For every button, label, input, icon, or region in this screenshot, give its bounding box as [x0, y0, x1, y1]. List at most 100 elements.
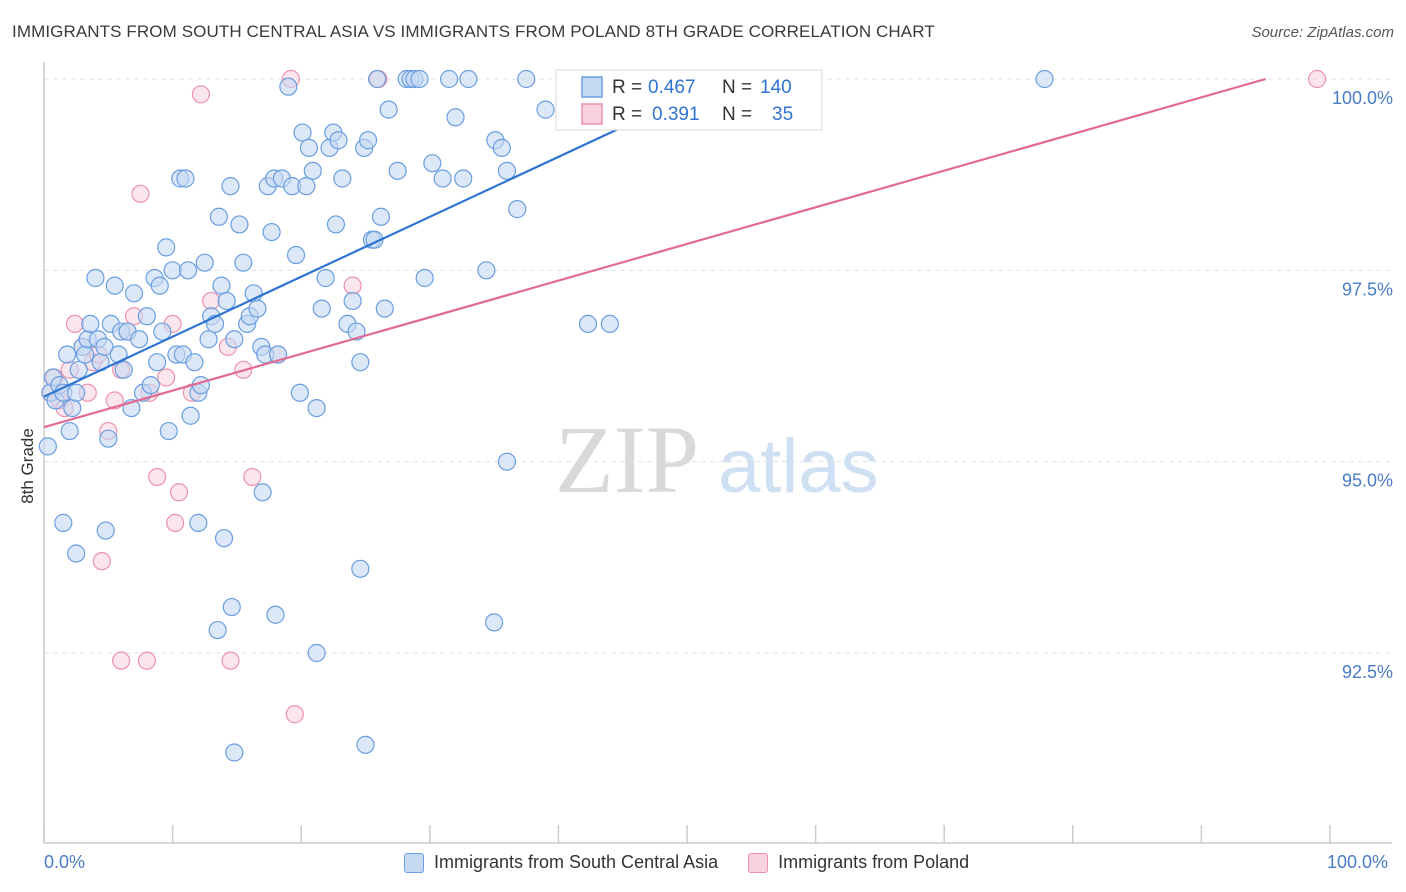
point-poland [343, 276, 362, 295]
point-south-central-asia [212, 276, 231, 295]
legend-label-south-central-asia: Immigrants from South Central Asia [434, 852, 719, 872]
legend-swatch-pink [748, 852, 769, 873]
point-poland [157, 368, 176, 387]
point-south-central-asia [388, 161, 407, 180]
point-poland [285, 705, 304, 724]
point-south-central-asia [141, 376, 160, 395]
point-south-central-asia [293, 123, 312, 142]
y-tick-label: 95.0% [1342, 471, 1393, 491]
point-south-central-asia [176, 169, 195, 188]
point-south-central-asia [454, 169, 473, 188]
point-poland [112, 651, 131, 670]
x-tick-label-max: 100.0% [1327, 852, 1389, 872]
point-south-central-asia [439, 69, 459, 89]
legend-label-poland: Immigrants from Poland [778, 852, 970, 872]
point-south-central-asia [375, 299, 394, 318]
stats-swatch-blue [581, 76, 603, 98]
y-tick-label: 97.5% [1342, 279, 1393, 299]
stats-swatch-pink [581, 103, 603, 125]
point-south-central-asia [159, 421, 178, 441]
point-poland [137, 651, 156, 670]
trend-line-south-central-asia [43, 78, 727, 398]
stats-pink-n-value: 35 [772, 104, 793, 125]
point-south-central-asia [63, 398, 82, 418]
point-south-central-asia [221, 177, 240, 196]
point-south-central-asia [578, 314, 598, 334]
point-south-central-asia [517, 69, 536, 89]
point-south-central-asia [234, 253, 253, 272]
point-south-central-asia [1035, 69, 1054, 89]
point-south-central-asia [81, 314, 100, 334]
stats-pink-r-label: R = [612, 104, 642, 125]
point-poland [221, 651, 240, 670]
point-south-central-asia [253, 483, 272, 502]
point-south-central-asia [67, 383, 86, 402]
stats-box: R = 0.467 N = 140 R = 0.391 N = 35 [555, 69, 823, 131]
point-south-central-asia [477, 261, 496, 280]
point-south-central-asia [86, 268, 105, 288]
point-south-central-asia [307, 643, 326, 663]
point-south-central-asia [195, 253, 214, 272]
point-south-central-asia [485, 613, 504, 632]
watermark: ZIP atlas [555, 406, 879, 513]
point-south-central-asia [600, 314, 619, 334]
point-south-central-asia [225, 330, 244, 349]
point-south-central-asia [96, 521, 115, 540]
point-south-central-asia [459, 69, 478, 89]
trend-line-poland [43, 77, 1267, 429]
point-south-central-asia [307, 398, 326, 418]
point-south-central-asia [157, 238, 176, 257]
point-south-central-asia [99, 429, 118, 448]
legend-item-south-central-asia: Immigrants from South Central Asia [404, 852, 718, 873]
point-south-central-asia [299, 138, 319, 157]
point-south-central-asia [199, 330, 218, 349]
watermark-zip: ZIP [555, 406, 699, 513]
point-poland [65, 314, 84, 334]
point-south-central-asia [163, 261, 182, 280]
point-south-central-asia [297, 177, 316, 196]
legend-item-poland: Immigrants from Poland [748, 852, 969, 873]
point-south-central-asia [316, 268, 335, 288]
stats-blue-n-label: N = [722, 77, 752, 98]
point-south-central-asia [130, 330, 149, 349]
stats-pink-n-label: N = [722, 104, 752, 125]
point-poland [169, 483, 189, 502]
point-poland [202, 291, 221, 311]
point-south-central-asia [148, 353, 167, 372]
point-south-central-asia [433, 169, 452, 188]
watermark-atlas: atlas [718, 424, 879, 509]
point-south-central-asia [312, 299, 331, 318]
point-south-central-asia [351, 559, 370, 578]
point-south-central-asia [189, 513, 208, 532]
point-south-central-asia [536, 100, 555, 119]
point-south-central-asia [371, 207, 391, 226]
point-poland [105, 391, 124, 410]
point-south-central-asia [367, 69, 387, 89]
point-south-central-asia [379, 100, 398, 119]
trend-lines [43, 77, 1267, 429]
point-south-central-asia [351, 353, 370, 372]
point-south-central-asia [69, 360, 88, 379]
point-south-central-asia [67, 544, 86, 563]
point-south-central-asia [209, 207, 228, 226]
chart-title: IMMIGRANTS FROM SOUTH CENTRAL ASIA VS IM… [12, 22, 935, 41]
point-south-central-asia [446, 108, 465, 127]
stats-blue-r-value: 0.467 [648, 77, 696, 98]
x-tick-label-min: 0.0% [44, 852, 86, 872]
point-south-central-asia [410, 69, 429, 89]
point-south-central-asia [217, 291, 236, 311]
point-south-central-asia [225, 743, 244, 762]
legend-swatch-blue [404, 852, 424, 873]
point-south-central-asia [415, 268, 434, 288]
series-poland-points [41, 69, 1327, 724]
point-south-central-asia [508, 200, 527, 219]
point-south-central-asia [222, 597, 241, 617]
point-poland [166, 513, 185, 532]
point-south-central-asia [38, 437, 57, 456]
point-south-central-asia [124, 284, 144, 303]
point-poland [92, 552, 111, 571]
point-south-central-asia [137, 307, 156, 326]
y-tick-label: 100.0% [1332, 88, 1393, 108]
y-axis-label: 8th Grade [18, 428, 37, 504]
point-poland [1308, 69, 1327, 89]
